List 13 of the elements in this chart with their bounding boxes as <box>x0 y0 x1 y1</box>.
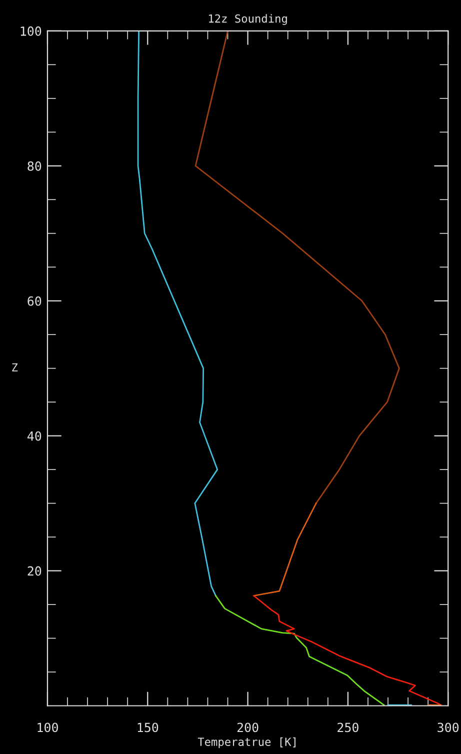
x-tick-label: 150 <box>138 722 158 732</box>
x-axis-title: Temperatrue [K] <box>198 737 296 748</box>
x-tick-label: 300 <box>438 722 459 732</box>
chart-title: 12z Sounding <box>208 14 287 25</box>
x-tick-label: 250 <box>338 722 358 732</box>
x-tick-label: 200 <box>237 722 258 732</box>
y-tick-label: 40 <box>28 431 42 441</box>
y-tick-label: 80 <box>28 161 42 171</box>
y-axis-title: Z <box>12 363 18 372</box>
y-tick-label: 60 <box>28 296 42 306</box>
y-tick-label: 100 <box>20 26 42 36</box>
x-tick-label: 100 <box>38 722 58 732</box>
y-tick-label: 20 <box>28 566 42 576</box>
